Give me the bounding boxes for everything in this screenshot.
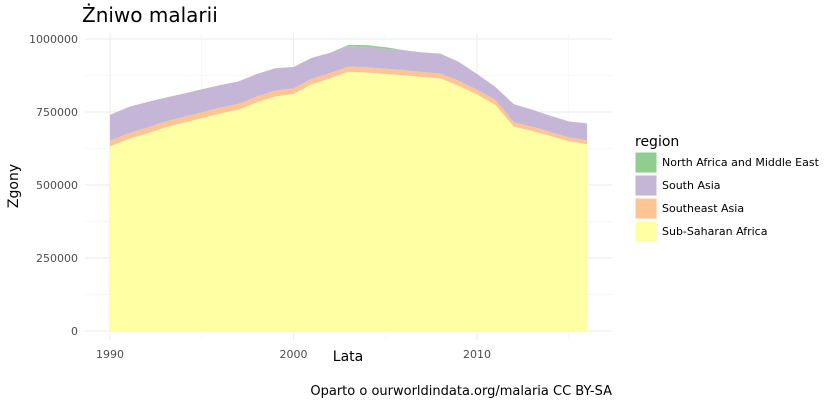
x-axis-label: Lata	[333, 349, 363, 365]
y-tick-label: 500000	[36, 179, 78, 192]
legend-key-southeast-asia	[634, 197, 658, 220]
legend-key-sub-saharan-africa	[634, 220, 658, 243]
area-sub-saharan-africa	[110, 71, 588, 331]
legend-label-south-asia: South Asia	[662, 179, 721, 192]
legend-key-north-africa-and-middle-east	[634, 151, 658, 174]
legend-label-southeast-asia: Southeast Asia	[662, 202, 744, 215]
x-tick-label: 2000	[280, 348, 308, 361]
y-tick-label: 750000	[36, 106, 78, 119]
x-tick-label: 1990	[96, 348, 124, 361]
area-series	[110, 44, 588, 331]
y-axis-label: Zgony	[6, 164, 22, 208]
chart-caption: Oparto o ourworldindata.org/malaria CC B…	[310, 384, 612, 399]
legend-key-south-asia	[634, 174, 658, 197]
area-south-asia	[110, 46, 588, 141]
x-tick-label: 2010	[463, 348, 491, 361]
chart-title: Żniwo malarii	[82, 3, 218, 27]
legend-label-north-africa-and-middle-east: North Africa and Middle East	[662, 156, 820, 169]
y-axis-ticks: 0 250000 500000 750000 1000000	[29, 33, 78, 338]
legend-title: region	[635, 134, 679, 150]
area-southeast-asia	[110, 66, 588, 147]
legend-label-sub-saharan-africa: Sub-Saharan Africa	[662, 225, 767, 238]
y-tick-label: 1000000	[29, 33, 78, 46]
y-tick-label: 250000	[36, 252, 78, 265]
legend: region North Africa and Middle East South…	[634, 134, 820, 243]
y-tick-label: 0	[71, 325, 78, 338]
x-axis-ticks: 1990 2000 2010	[96, 348, 491, 361]
